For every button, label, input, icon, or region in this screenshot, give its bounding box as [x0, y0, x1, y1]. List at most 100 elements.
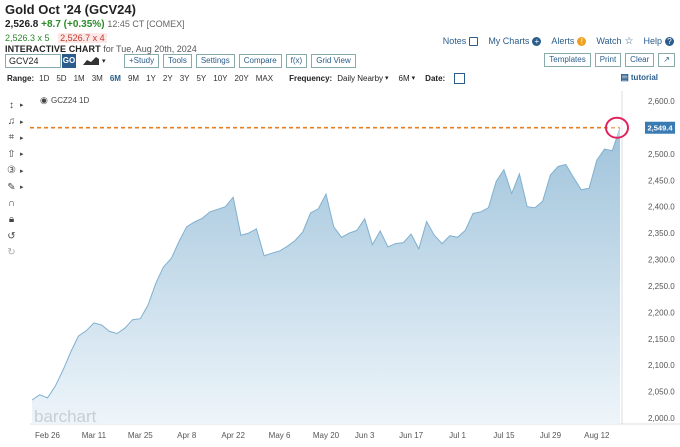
range-20y[interactable]: 20Y: [234, 73, 249, 83]
x-tick-label: Jun 3: [355, 431, 375, 440]
notes-link[interactable]: Notes: [443, 36, 479, 46]
range-6m[interactable]: 6M: [109, 73, 121, 83]
compare-button[interactable]: Compare: [238, 53, 282, 68]
clear-button[interactable]: Clear: [625, 53, 655, 67]
ask-value: 2,526.7 x 4: [58, 33, 107, 43]
go-button[interactable]: GO: [62, 53, 76, 68]
range-bar: Range: 1D 5D 1M 3M 6M 9M 1Y 2Y 3Y 5Y 10Y…: [7, 72, 675, 84]
expand-button[interactable]: ↗: [658, 53, 675, 67]
chevron-right-icon: ▸: [20, 102, 24, 110]
measure-tool-icon: ✎: [7, 181, 16, 193]
range-1y[interactable]: 1Y: [146, 73, 156, 83]
tutorial-link[interactable]: ▤ tutorial: [620, 72, 658, 83]
top-links: Notes My Charts + Alerts! Watch ☆ Help?: [443, 36, 674, 46]
shape-tool[interactable]: ⌗ ▸: [5, 130, 27, 146]
x-tick-label: Apr 22: [221, 431, 245, 440]
chevron-right-icon: ▸: [20, 167, 24, 175]
y-tick-label: 2,000.0: [648, 414, 675, 423]
alert-icon: !: [577, 36, 587, 46]
range-5d[interactable]: 5D: [56, 73, 67, 83]
range-2y[interactable]: 2Y: [162, 73, 173, 83]
last-price-tag: [645, 121, 675, 134]
bid-ask: 2,526.3 x 5 2,526.7 x 4: [5, 32, 675, 44]
range-9m[interactable]: 9M: [127, 73, 140, 83]
y-tick-label: 2,100.0: [648, 361, 675, 370]
bid-value: 2,526.3 x 5: [5, 33, 50, 43]
tutorial-icon: ▤: [620, 72, 629, 82]
templates-button[interactable]: Templates: [544, 53, 591, 67]
chevron-right-icon: ▸: [20, 184, 24, 192]
x-tick-label: Jun 17: [399, 431, 424, 440]
measure-tool[interactable]: ✎ ▸: [5, 179, 27, 195]
chevron-right-icon: ▸: [20, 118, 24, 126]
tutorial-label: tutorial: [630, 73, 658, 82]
price-area: [32, 127, 620, 424]
period-select[interactable]: 6M: [398, 73, 410, 83]
y-tick-label: 2,200.0: [648, 308, 675, 317]
watch-link[interactable]: Watch ☆: [596, 36, 633, 46]
x-tick-label: Jul 15: [493, 431, 515, 440]
redo-icon: ↻: [7, 247, 16, 259]
function-button[interactable]: f(x): [285, 53, 308, 68]
frequency-label: Frequency:: [289, 73, 333, 83]
help-icon: ?: [665, 36, 674, 46]
x-tick-label: Aug 12: [584, 431, 610, 440]
range-10y[interactable]: 10Y: [213, 73, 228, 83]
tools-button[interactable]: Tools: [163, 53, 192, 68]
range-1m[interactable]: 1M: [73, 73, 85, 83]
frequency-select[interactable]: Daily Nearby: [337, 73, 384, 83]
crosshair-tool-icon: ↕: [9, 99, 14, 111]
y-tick-label: 2,600.0: [648, 97, 675, 106]
chart-label: INTERACTIVE CHART: [5, 44, 101, 54]
x-tick-label: Apr 8: [177, 431, 197, 440]
range-max[interactable]: MAX: [255, 73, 274, 83]
area-chart-icon: [83, 57, 99, 65]
alerts-label: Alerts: [551, 36, 575, 46]
symbol-input[interactable]: [5, 53, 61, 68]
undo-tool[interactable]: ↺: [5, 228, 27, 244]
redo-tool[interactable]: ↻: [5, 245, 27, 261]
lock-icon: 🔒︎: [8, 214, 15, 226]
range-5y[interactable]: 5Y: [196, 73, 207, 83]
shape-tool-icon: ⌗: [8, 132, 15, 144]
crosshair-tool[interactable]: ↕ ▸: [5, 97, 27, 113]
print-button[interactable]: Print: [594, 53, 622, 67]
arrow-tool[interactable]: ⇧ ▸: [5, 146, 27, 162]
alerts-link[interactable]: Alerts!: [551, 36, 587, 46]
chevron-down-icon: ▾: [385, 75, 389, 82]
x-tick-label: Mar 11: [82, 431, 107, 440]
calendar-icon[interactable]: [454, 72, 466, 84]
settings-button[interactable]: Settings: [195, 53, 235, 68]
price-chart[interactable]: ◉ GCZ24 1D barchart 2,600.02,550.02,500.…: [30, 91, 680, 447]
price-change: +8.7 (+0.35%): [41, 19, 105, 30]
y-tick-label: 2,450.0: [648, 176, 675, 185]
highlight-ring: [605, 116, 629, 139]
price-line-series: [31, 127, 621, 401]
magnet-tool[interactable]: ∩: [5, 195, 27, 211]
range-1d[interactable]: 1D: [39, 73, 50, 83]
x-tick-label: Feb 26: [35, 431, 60, 440]
range-3y[interactable]: 3Y: [179, 73, 190, 83]
last-price-tag-label: 2,549.4: [647, 124, 673, 133]
quote-header: Gold Oct '24 (GCV24) 2,526.8 +8.7 (+0.35…: [5, 2, 675, 55]
chart-legend: ◉ GCZ24 1D: [40, 95, 89, 105]
my-charts-link[interactable]: My Charts +: [488, 36, 542, 46]
eye-icon: ◉: [40, 95, 48, 105]
chart-date: for Tue, Aug 20th, 2024: [103, 44, 197, 54]
instrument-title: Gold Oct '24 (GCV24): [5, 2, 136, 17]
plus-circle-icon: +: [532, 36, 542, 46]
grid-view-button[interactable]: Grid View: [311, 53, 356, 68]
range-3m[interactable]: 3M: [91, 73, 103, 83]
chevron-down-icon: ▾: [411, 75, 416, 82]
chart-type-selector[interactable]: ▾: [82, 54, 116, 68]
drawing-tool[interactable]: ♫ ▸: [5, 113, 27, 129]
lock-tool[interactable]: 🔒︎: [5, 212, 27, 228]
help-link[interactable]: Help?: [643, 36, 674, 46]
y-tick-label: 2,150.0: [648, 335, 675, 344]
add-study-button[interactable]: +Study: [124, 53, 160, 68]
chart-toolbar: GO ▾ +Study Tools Settings Compare f(x) …: [5, 53, 675, 68]
y-tick-label: 2,050.0: [648, 388, 675, 397]
number-tool[interactable]: ③ ▸: [5, 163, 27, 179]
watch-label: Watch: [596, 36, 622, 46]
y-tick-label: 2,300.0: [648, 256, 675, 265]
